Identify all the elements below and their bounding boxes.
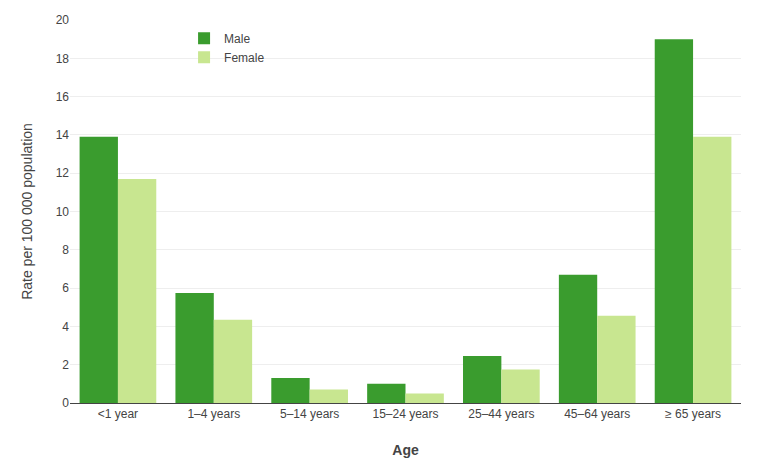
svg-text:18: 18 <box>56 52 70 66</box>
svg-text:25–44 years: 25–44 years <box>468 407 534 421</box>
svg-text:1–4 years: 1–4 years <box>187 407 240 421</box>
svg-text:2: 2 <box>62 358 69 372</box>
svg-text:Male: Male <box>224 32 250 46</box>
svg-text:16: 16 <box>56 90 70 104</box>
svg-text:6: 6 <box>62 281 69 295</box>
svg-text:Female: Female <box>224 51 264 65</box>
svg-text:45–64 years: 45–64 years <box>564 407 630 421</box>
svg-text:10: 10 <box>56 205 70 219</box>
svg-text:5–14 years: 5–14 years <box>280 407 339 421</box>
svg-text:20: 20 <box>56 13 70 27</box>
svg-text:≥ 65 years: ≥ 65 years <box>665 407 721 421</box>
svg-text:12: 12 <box>56 166 70 180</box>
svg-text:<1 year: <1 year <box>98 407 138 421</box>
svg-text:4: 4 <box>62 320 69 334</box>
svg-text:0: 0 <box>62 396 69 410</box>
svg-text:8: 8 <box>62 243 69 257</box>
svg-text:Rate per 100 000 population: Rate per 100 000 population <box>19 123 35 300</box>
svg-text:15–24 years: 15–24 years <box>372 407 438 421</box>
svg-text:14: 14 <box>56 128 70 142</box>
svg-text:Age: Age <box>392 442 419 458</box>
